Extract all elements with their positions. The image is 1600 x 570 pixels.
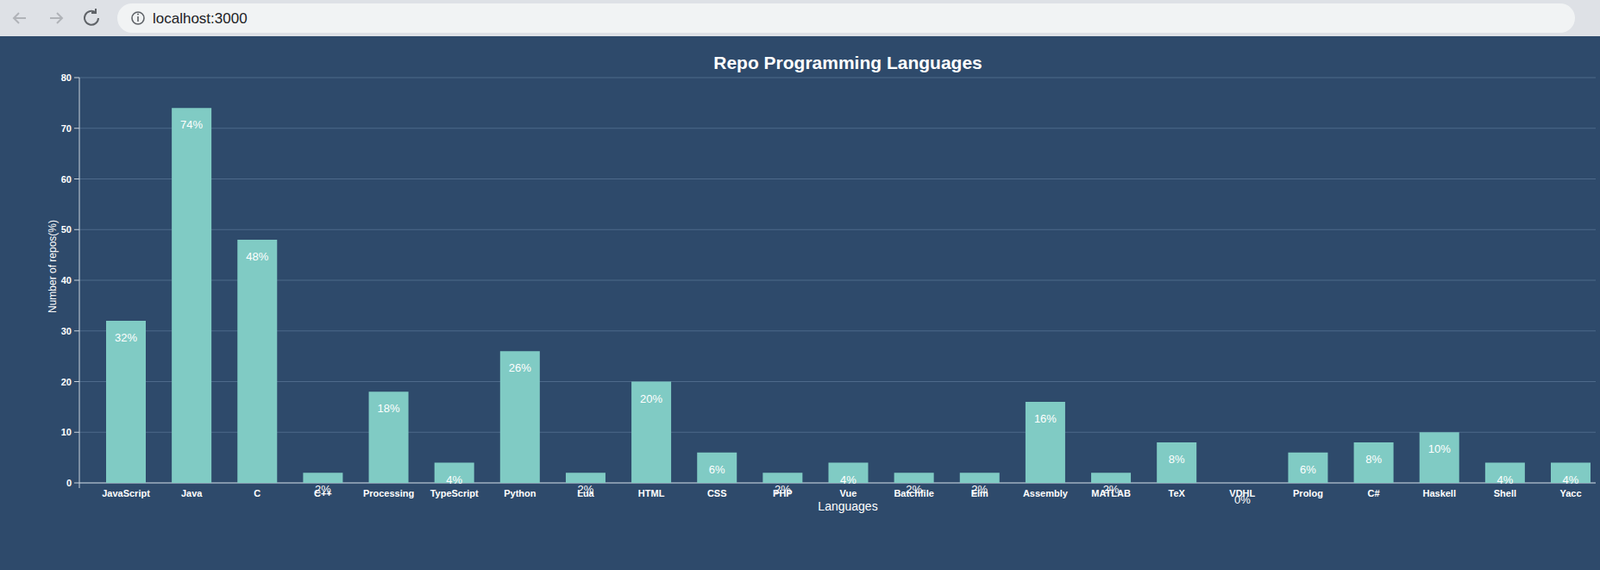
x-tick-label: Lua [577, 488, 595, 499]
y-tick [74, 483, 80, 484]
data-label: 4% [1496, 473, 1513, 487]
data-label: 4% [445, 473, 463, 487]
x-tick-label: MATLAB [1091, 488, 1131, 499]
bars [106, 107, 1591, 484]
data-label: 6% [709, 463, 726, 477]
x-tick-label: Elm [971, 488, 989, 499]
grid-line [79, 381, 1596, 383]
labels: 32%JavaScript74%Java48%C2%C++18%Processi… [101, 118, 1582, 507]
data-label: 10% [1428, 442, 1451, 456]
data-label: 4% [840, 473, 857, 487]
y-tick-label: 0 [66, 477, 72, 489]
x-tick-label: TypeScript [430, 488, 479, 499]
y-axis-label: Number of repos(%) [46, 219, 59, 314]
x-tick-label: Vue [840, 488, 858, 499]
y-tick [74, 280, 80, 282]
x-tick-label: C++ [313, 488, 333, 499]
y-tick-label: 60 [61, 174, 72, 185]
bar [106, 320, 146, 484]
address-bar[interactable]: localhost:3000 [117, 3, 1575, 33]
data-label: 26% [508, 361, 532, 375]
nav-icons [0, 0, 113, 37]
data-label: 48% [245, 250, 269, 264]
y-tick-label: 70 [61, 123, 72, 134]
y-tick [74, 381, 80, 383]
bar [500, 351, 540, 484]
y-tick [74, 127, 80, 129]
data-label: 4% [1562, 473, 1580, 487]
x-tick-label: Haskell [1422, 488, 1456, 499]
y-tick-label: 50 [61, 224, 72, 235]
x-tick-label: Batchfile [893, 488, 934, 499]
y-tick-label: 30 [61, 326, 72, 337]
title: Repo Programming Languages [713, 52, 983, 73]
x-tick-label: VDHL [1229, 488, 1255, 499]
data-label: 20% [640, 392, 663, 406]
bar [237, 239, 277, 484]
y-tick [74, 432, 80, 433]
x-tick-label: C# [1367, 488, 1381, 499]
info-icon [127, 3, 149, 33]
bar [1156, 442, 1197, 484]
bar [762, 472, 803, 484]
bar [1354, 442, 1394, 484]
x-tick-label: Prolog [1292, 488, 1324, 499]
bar [631, 382, 672, 484]
y-tick [74, 229, 80, 231]
browser-bar: localhost:3000 [0, 0, 1600, 37]
grid-line [79, 178, 1596, 180]
y-tick-label: 20 [61, 376, 72, 388]
bar [894, 472, 935, 484]
bar [1222, 483, 1262, 484]
bar [960, 472, 1000, 484]
x-tick-label: PHP [772, 488, 793, 499]
x-tick-label: Processing [363, 488, 415, 499]
bar [565, 472, 606, 484]
grid-line [79, 127, 1596, 129]
bar [1025, 401, 1066, 484]
x-tick-label: Python [503, 488, 537, 499]
data-label: 18% [377, 401, 401, 415]
grid-line [79, 77, 1596, 79]
bar [302, 472, 343, 484]
x-tick-label: JavaScript [101, 488, 151, 499]
x-tick-label: Yacc [1559, 488, 1582, 499]
x-tick-label: HTML [638, 488, 666, 499]
y-tick [74, 330, 80, 332]
grid-line [79, 432, 1596, 433]
bar [696, 452, 737, 484]
x-tick-label: TeX [1168, 488, 1186, 499]
data-label: 8% [1168, 452, 1186, 466]
grid-line [79, 330, 1596, 332]
bar [1091, 472, 1131, 484]
url: localhost:3000 [152, 10, 248, 28]
y-tick-label: 40 [61, 275, 72, 286]
data-label: 8% [1365, 452, 1382, 466]
y-tick [74, 178, 80, 180]
data-label: 74% [180, 118, 203, 132]
x-tick-label: CSS [707, 488, 728, 499]
y-axis [79, 77, 81, 489]
x-tick-label: C [253, 488, 261, 499]
data-label: 32% [114, 331, 138, 345]
x-tick-label: Shell [1493, 488, 1517, 499]
bar [369, 391, 409, 484]
y-tick-label: 10 [61, 426, 72, 438]
y-tick-label: 80 [61, 72, 72, 83]
bar [1419, 432, 1460, 484]
x-tick-label: Java [181, 488, 203, 499]
data-label: 6% [1299, 463, 1317, 477]
x-tick-label: Assembly [1022, 488, 1069, 499]
y-tick [74, 77, 80, 79]
data-label: 16% [1034, 412, 1057, 426]
bar [171, 107, 212, 484]
grid-line [79, 280, 1596, 282]
bar [1287, 452, 1328, 484]
grid-line [79, 229, 1596, 231]
x-axis-label: Languages [817, 499, 878, 514]
